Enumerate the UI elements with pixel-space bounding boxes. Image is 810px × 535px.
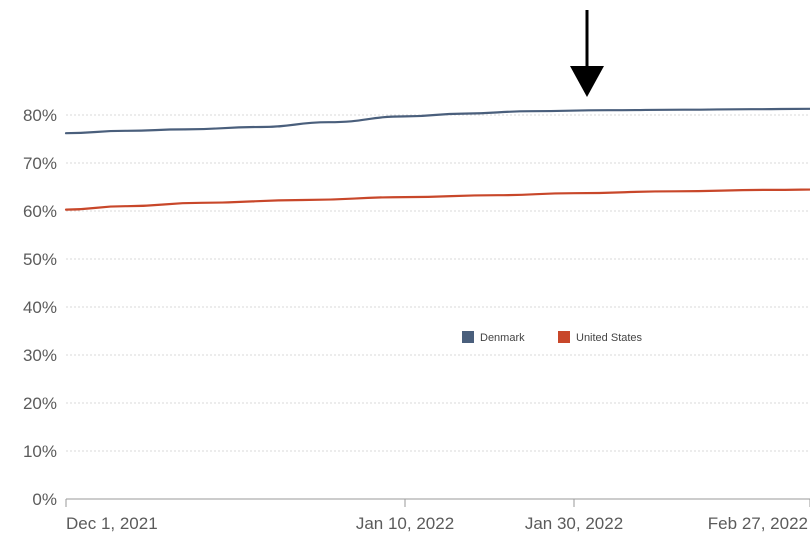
down-arrow-icon: [570, 10, 604, 97]
x-tick-label: Feb 27, 2022: [708, 514, 808, 533]
legend-label: Denmark: [480, 332, 525, 344]
x-tick-label: Jan 10, 2022: [356, 514, 454, 533]
x-axis-tick-labels: Dec 1, 2021 Jan 10, 2022 Jan 30, 2022 Feb 2…: [66, 514, 808, 533]
x-tick-label: Dec 1, 2021: [66, 514, 158, 533]
y-tick-label: 10%: [23, 442, 57, 461]
y-tick-label: 0%: [32, 490, 57, 509]
y-tick-label: 70%: [23, 154, 57, 173]
y-tick-label: 80%: [23, 106, 57, 125]
legend: Denmark United States: [425, 322, 693, 352]
legend-swatch-united-states: [558, 331, 570, 343]
x-axis: [65, 498, 810, 507]
legend-swatch-denmark: [462, 331, 474, 343]
annotations: [570, 10, 604, 97]
legend-label: United States: [576, 332, 643, 344]
y-tick-label: 40%: [23, 298, 57, 317]
y-tick-label: 20%: [23, 394, 57, 413]
y-tick-label: 50%: [23, 250, 57, 269]
series-line-united-states: [64, 188, 810, 211]
grid-lines: [66, 114, 810, 452]
y-axis-tick-labels: 0% 10% 20% 30% 40% 50% 60% 70% 80%: [23, 106, 57, 509]
x-tick-label: Jan 30, 2022: [525, 514, 623, 533]
y-tick-label: 60%: [23, 202, 57, 221]
series-line-denmark: [64, 107, 810, 135]
series-lines: [64, 107, 810, 211]
arrow-head: [570, 66, 604, 97]
y-tick-label: 30%: [23, 346, 57, 365]
